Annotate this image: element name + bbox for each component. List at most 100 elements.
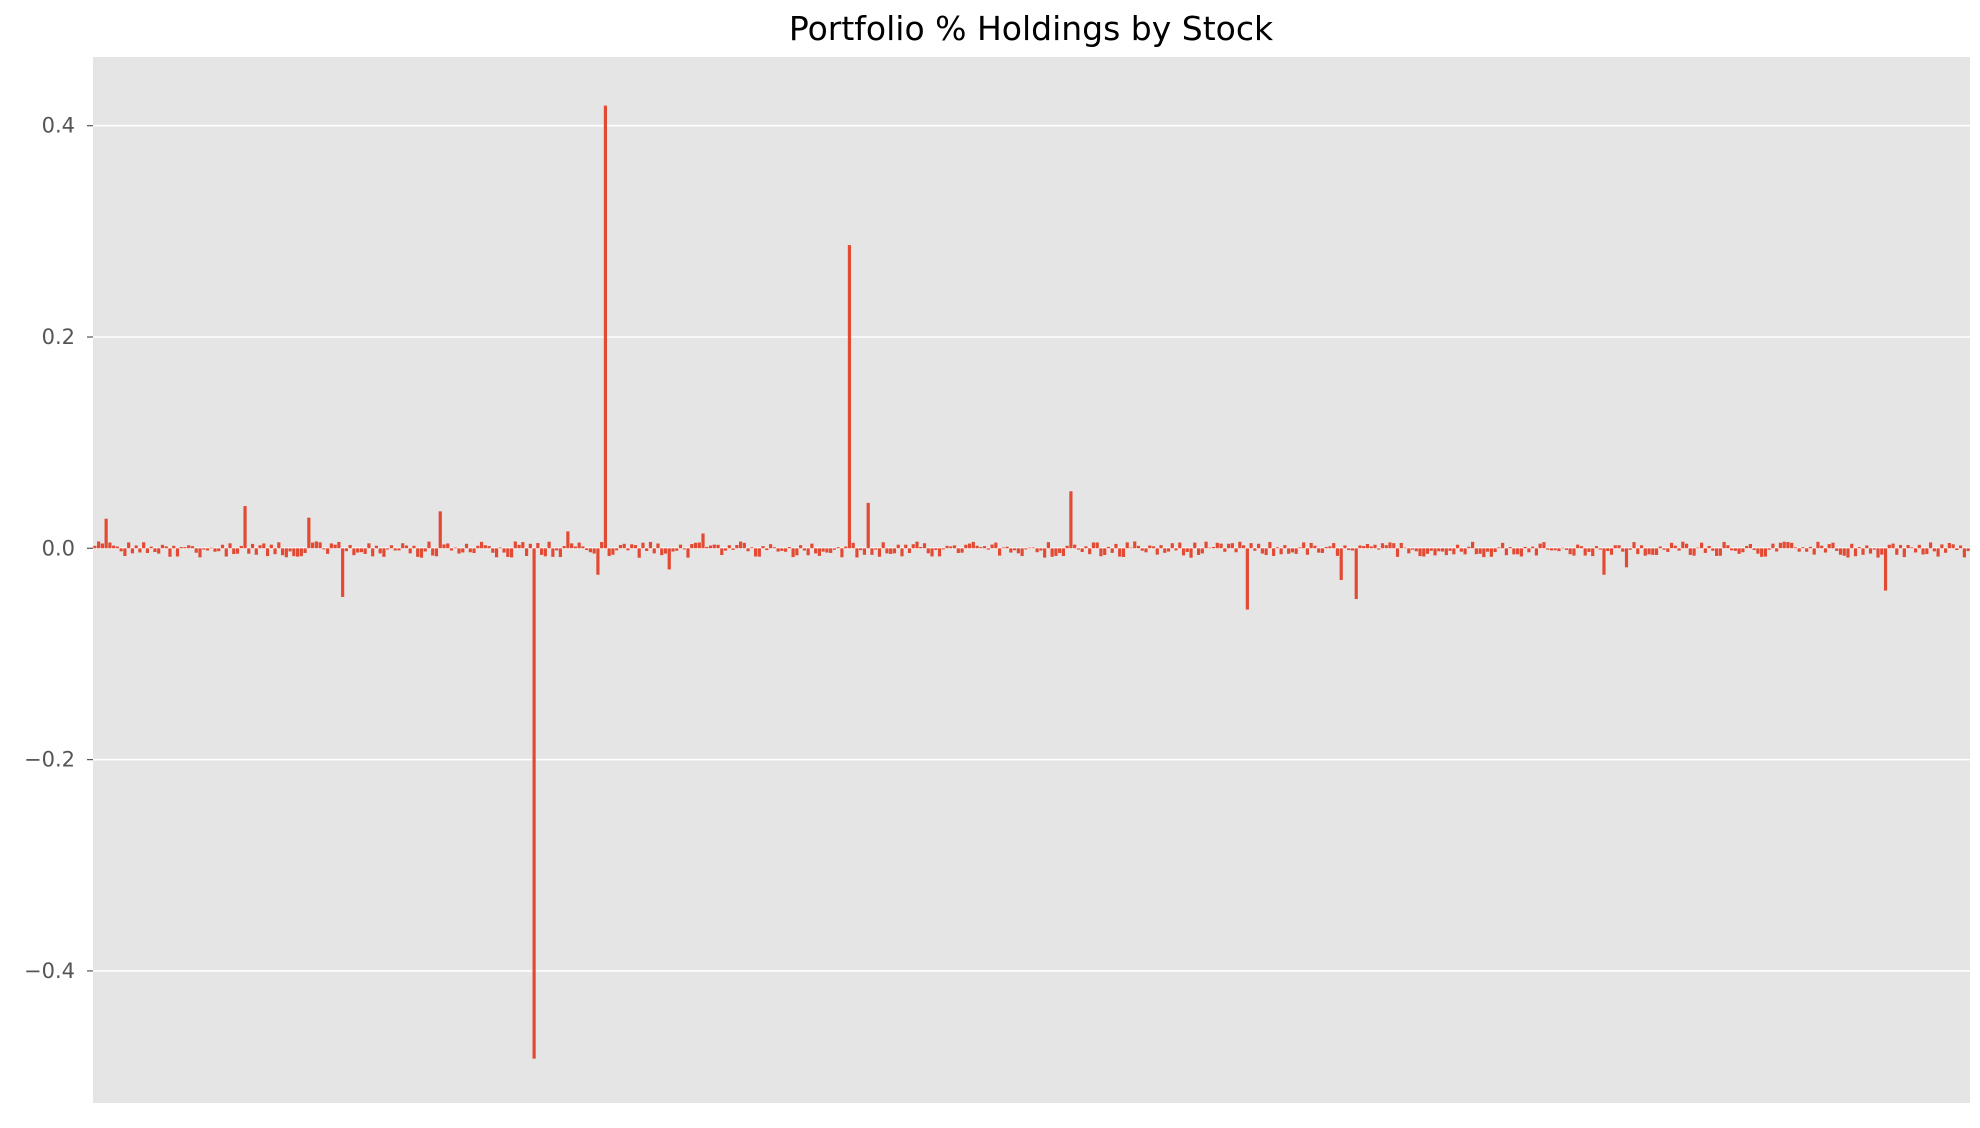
bar bbox=[1538, 543, 1542, 549]
bar bbox=[1091, 542, 1096, 549]
bar bbox=[1031, 547, 1035, 549]
bar bbox=[1226, 543, 1231, 549]
bar bbox=[772, 547, 776, 549]
bar bbox=[190, 546, 195, 549]
bar bbox=[956, 548, 960, 553]
bar bbox=[769, 544, 773, 549]
bar bbox=[870, 548, 874, 555]
bar bbox=[1238, 541, 1242, 549]
bar bbox=[371, 548, 375, 557]
bar bbox=[1928, 542, 1933, 549]
bar bbox=[1054, 548, 1058, 556]
y-tick-label: 0.2 bbox=[42, 325, 75, 349]
bar bbox=[855, 548, 859, 558]
bar bbox=[284, 548, 288, 558]
bar bbox=[1775, 548, 1779, 552]
bar bbox=[93, 545, 97, 549]
bar bbox=[600, 542, 604, 549]
bar bbox=[280, 548, 285, 556]
bar bbox=[160, 544, 165, 549]
bar bbox=[753, 548, 758, 557]
bar bbox=[1290, 548, 1294, 553]
bar bbox=[1651, 548, 1655, 555]
bar bbox=[1527, 548, 1531, 553]
bar bbox=[821, 548, 825, 552]
bar bbox=[453, 547, 457, 549]
bar bbox=[431, 548, 435, 556]
bar bbox=[1110, 548, 1114, 553]
bar bbox=[1598, 548, 1602, 550]
bar bbox=[1272, 548, 1276, 556]
bar bbox=[1050, 548, 1054, 557]
bar bbox=[528, 543, 532, 549]
bar bbox=[224, 548, 228, 557]
bar bbox=[817, 548, 821, 556]
bar bbox=[1703, 548, 1707, 553]
bar bbox=[247, 548, 251, 554]
bar bbox=[487, 546, 491, 549]
bar bbox=[1624, 548, 1629, 568]
bar bbox=[1745, 546, 1749, 549]
bar bbox=[382, 548, 386, 557]
bar bbox=[1373, 544, 1377, 549]
bar bbox=[1395, 548, 1400, 557]
bar bbox=[457, 548, 461, 554]
bar bbox=[1215, 542, 1219, 549]
bar bbox=[292, 548, 296, 557]
bar bbox=[326, 548, 330, 554]
bar bbox=[652, 548, 656, 554]
bar bbox=[1801, 547, 1805, 549]
bar bbox=[419, 548, 424, 558]
bar bbox=[258, 545, 262, 549]
bar bbox=[175, 548, 180, 557]
bar bbox=[1211, 546, 1216, 549]
bar bbox=[1414, 548, 1418, 552]
bar bbox=[307, 517, 311, 549]
bar bbox=[844, 546, 848, 549]
bar bbox=[157, 548, 161, 554]
bar bbox=[832, 548, 837, 550]
bar bbox=[585, 548, 589, 551]
bar bbox=[265, 548, 270, 557]
bar bbox=[1298, 547, 1302, 549]
bar bbox=[1767, 548, 1771, 550]
bar bbox=[1144, 548, 1148, 553]
bar bbox=[119, 548, 123, 552]
bar bbox=[1666, 548, 1670, 552]
bar bbox=[663, 548, 668, 554]
bar bbox=[1369, 546, 1373, 549]
bar bbox=[780, 548, 784, 551]
bar bbox=[1159, 545, 1163, 549]
bars bbox=[93, 105, 1970, 1059]
bar bbox=[1793, 547, 1798, 549]
bar bbox=[521, 542, 525, 549]
bar bbox=[1174, 548, 1178, 551]
bar bbox=[269, 544, 273, 549]
y-axis: 0.4 0.2 0.0 −0.2 −0.4 bbox=[24, 114, 93, 983]
bar bbox=[1103, 548, 1107, 555]
bar bbox=[296, 548, 300, 557]
bar bbox=[701, 533, 705, 549]
bar bbox=[1358, 545, 1362, 549]
bar bbox=[952, 545, 957, 549]
bar bbox=[596, 548, 600, 575]
bar bbox=[1384, 545, 1388, 549]
bar bbox=[1853, 548, 1858, 557]
bar bbox=[986, 548, 990, 550]
bar bbox=[637, 548, 641, 558]
bar bbox=[851, 542, 855, 549]
bar bbox=[1579, 546, 1584, 549]
bar bbox=[464, 543, 469, 549]
bar bbox=[352, 548, 356, 556]
bar bbox=[1718, 548, 1722, 556]
bar bbox=[1125, 542, 1129, 549]
bar bbox=[900, 548, 904, 557]
bar bbox=[1880, 548, 1884, 555]
bar bbox=[581, 546, 585, 549]
bar bbox=[153, 548, 157, 553]
bar bbox=[374, 545, 379, 549]
bar bbox=[784, 548, 788, 552]
bar bbox=[1275, 547, 1279, 549]
bar bbox=[1621, 548, 1625, 552]
bar bbox=[1403, 547, 1407, 549]
